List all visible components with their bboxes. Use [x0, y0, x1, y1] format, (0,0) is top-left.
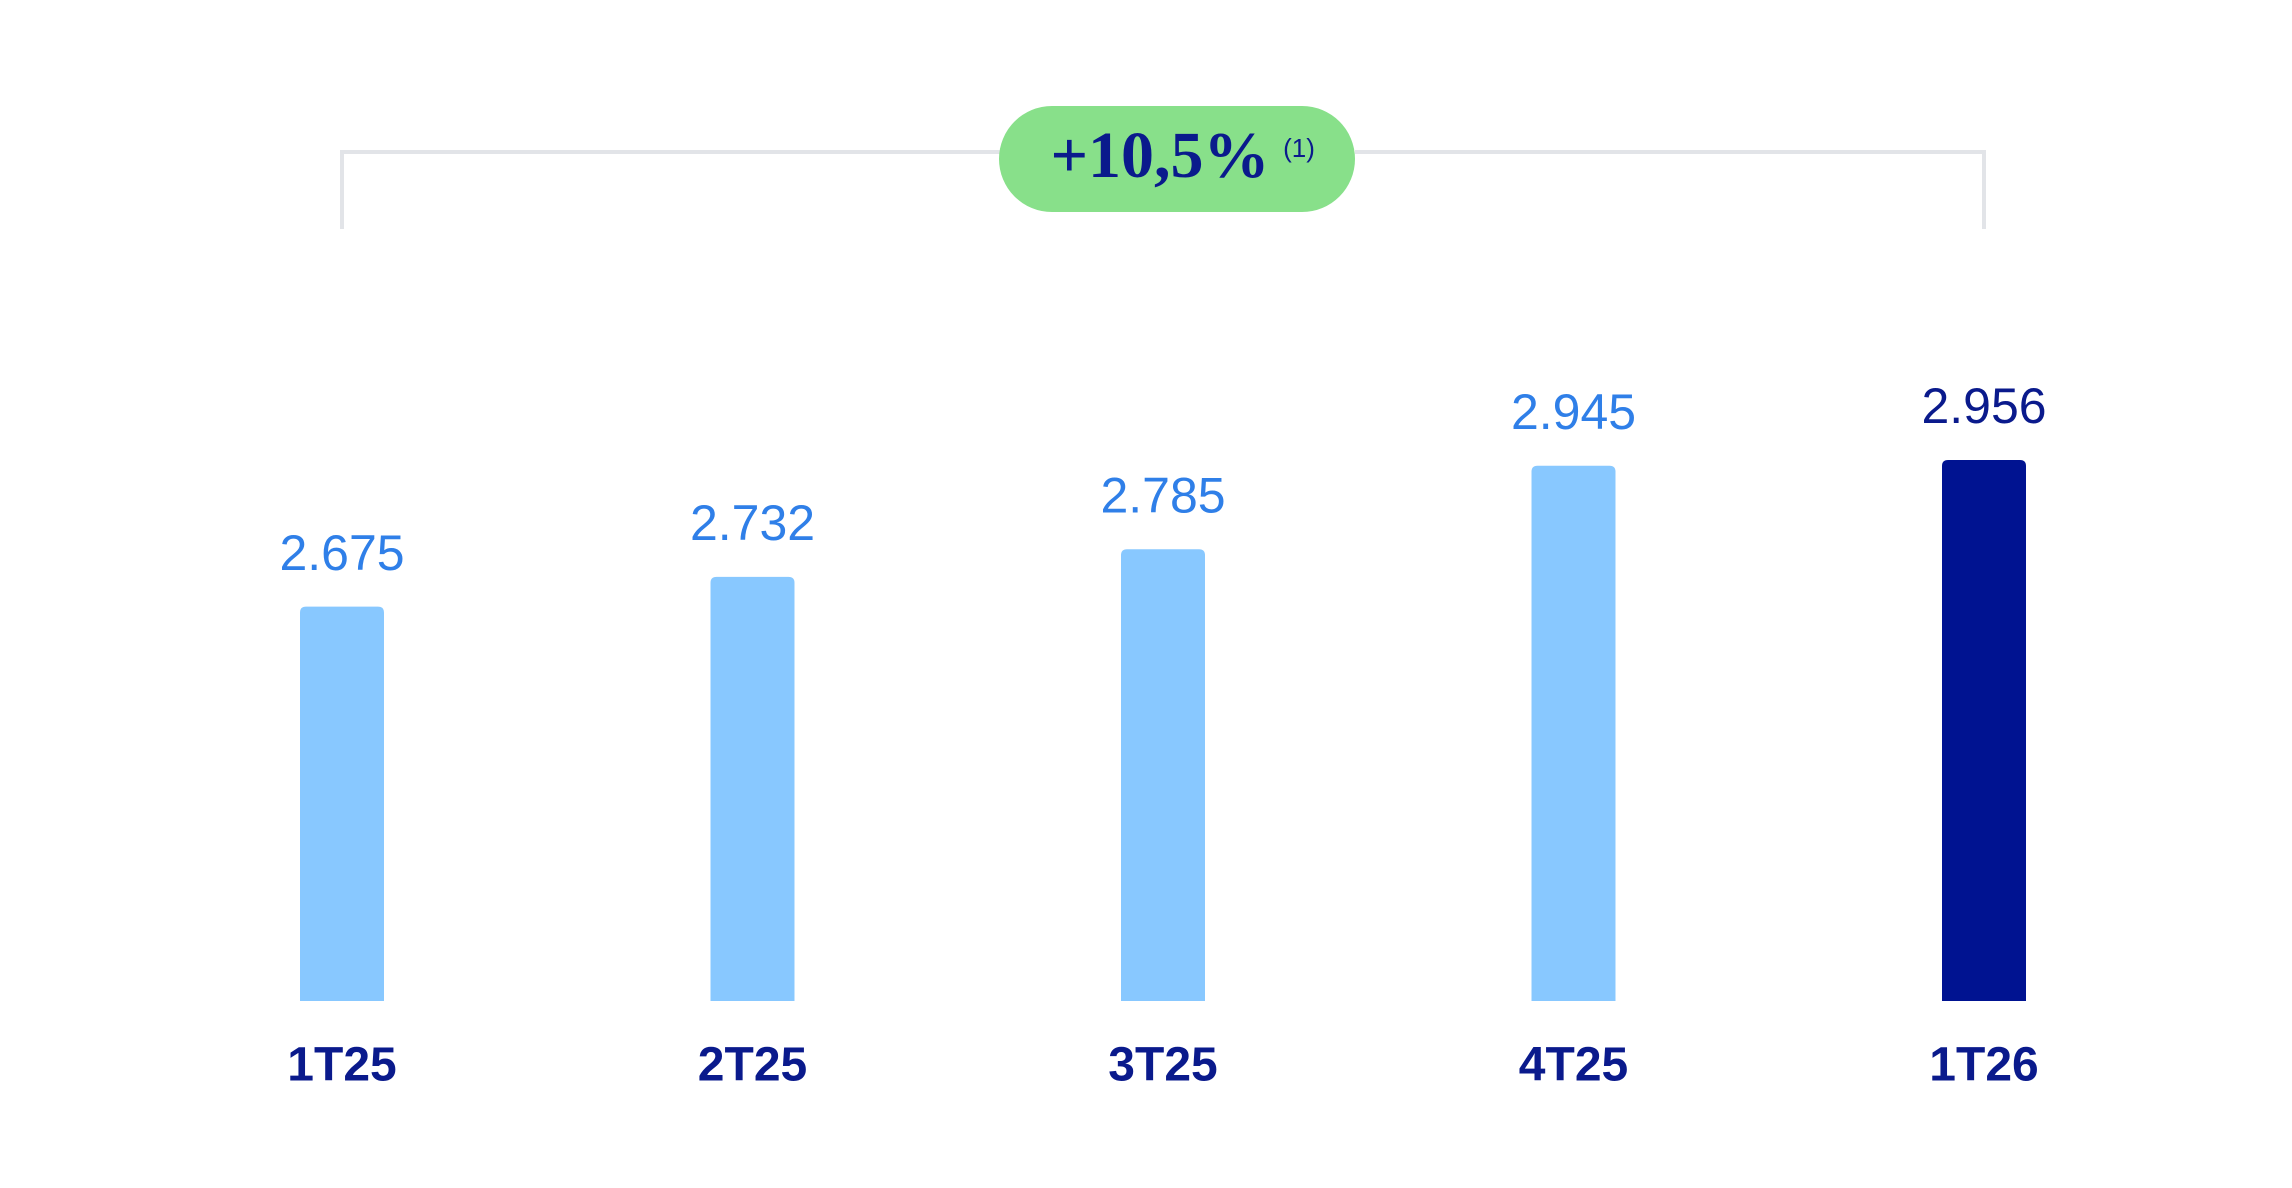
x-tick-label: 3T25	[1108, 1039, 1217, 1092]
value-label: 2.956	[1921, 378, 2046, 434]
growth-pill	[999, 106, 1355, 212]
bar	[1121, 549, 1205, 1001]
bar	[1531, 465, 1616, 1002]
growth-bracket	[340, 150, 1986, 229]
bar	[710, 576, 795, 1001]
value-label: 2.675	[279, 525, 404, 581]
value-label: 2.945	[1511, 384, 1636, 440]
x-tick-label: 1T26	[1929, 1039, 2038, 1092]
growth-annotation: +10,5%	[1050, 119, 1269, 192]
x-tick-label: 1T25	[287, 1039, 396, 1092]
x-tick-label: 4T25	[1519, 1039, 1628, 1092]
bar	[1942, 460, 2026, 1001]
value-label: 2.785	[1100, 467, 1225, 523]
growth-note: (1)	[1283, 133, 1315, 163]
value-label: 2.732	[690, 495, 815, 551]
x-tick-label: 2T25	[698, 1039, 807, 1092]
bar	[300, 606, 384, 1001]
